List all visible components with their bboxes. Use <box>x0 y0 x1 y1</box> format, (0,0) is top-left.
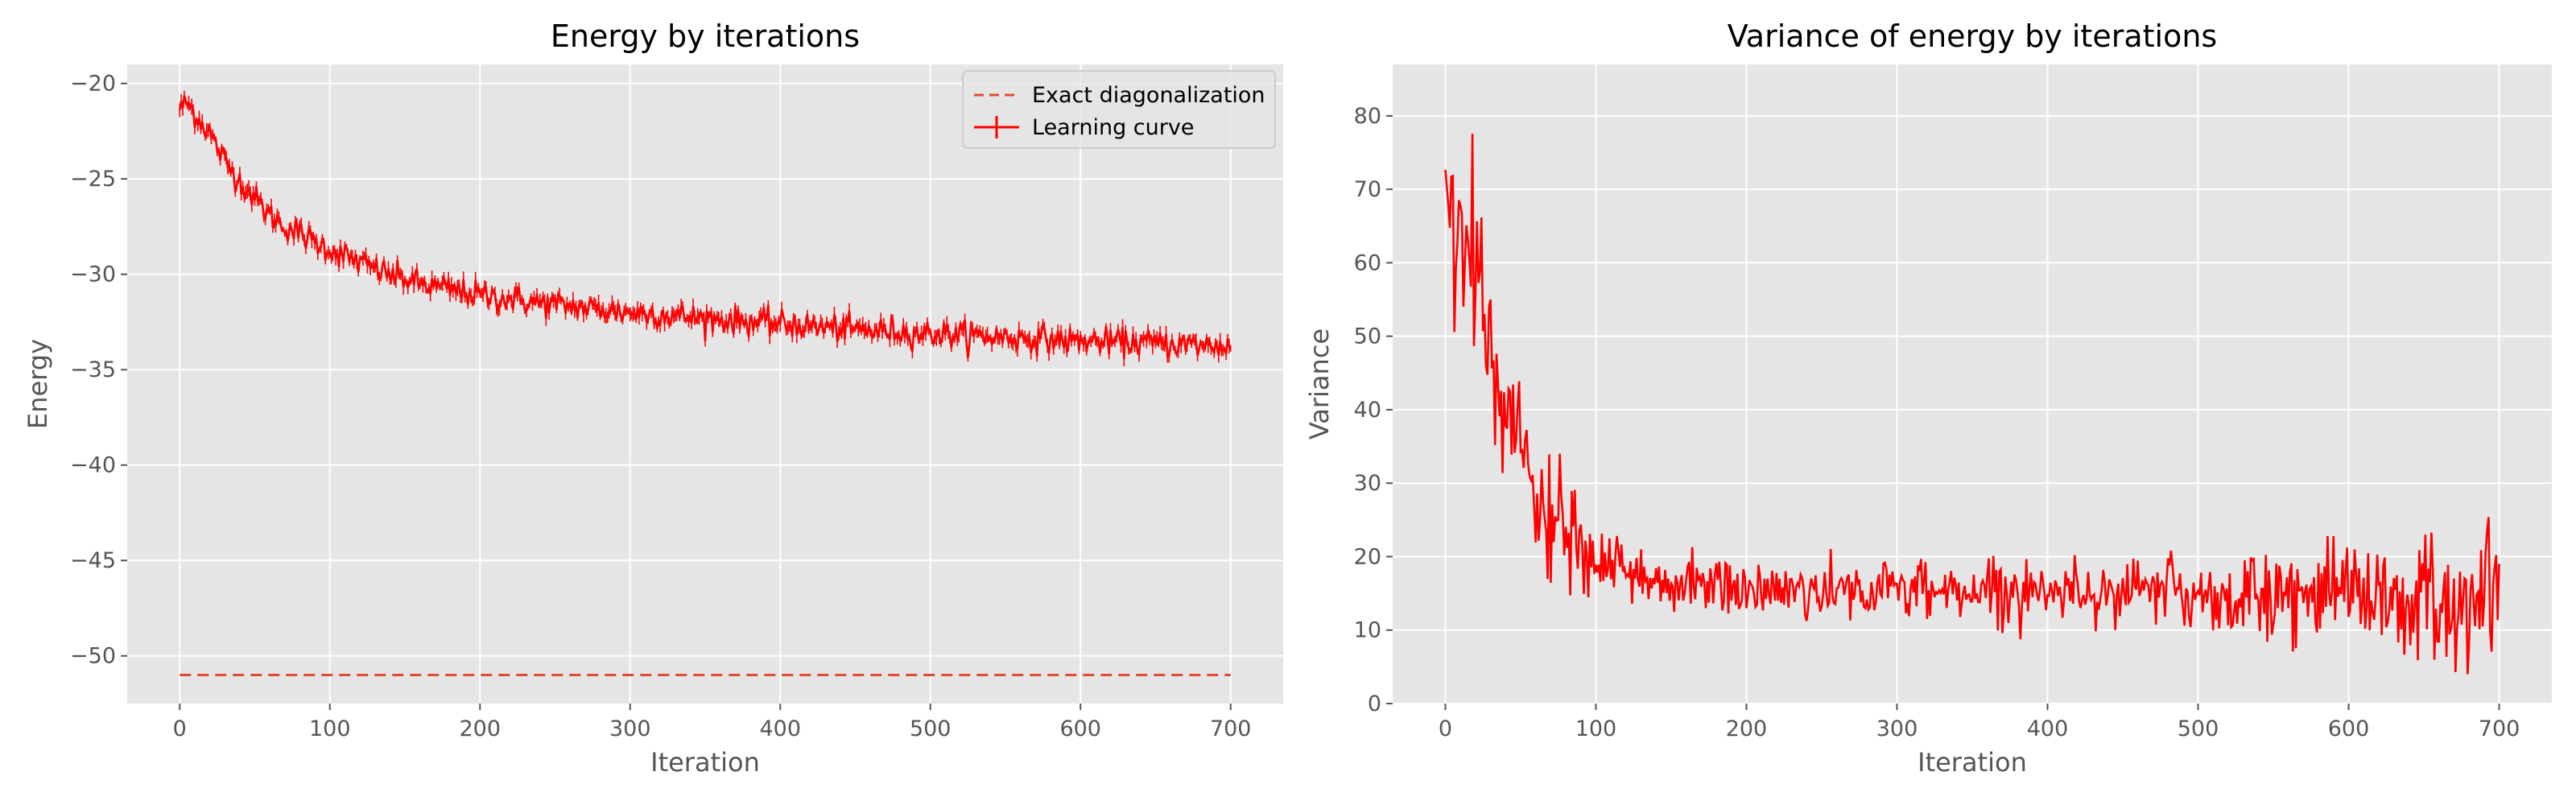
y-tick-label: 0 <box>1368 691 1381 716</box>
x-tick-label: 400 <box>759 716 801 741</box>
variance-plot-area <box>1393 64 2552 704</box>
x-tick-label: 600 <box>1059 716 1101 741</box>
energy-y-axis-label: Energy <box>23 339 53 429</box>
variance-y-axis-label: Variance <box>1304 328 1335 440</box>
y-tick-label: 40 <box>1354 398 1381 423</box>
y-tick-label: 60 <box>1354 250 1381 275</box>
x-tick-label: 0 <box>173 716 187 741</box>
legend-exact-label: Exact diagonalization <box>1032 83 1265 108</box>
x-tick-label: 100 <box>309 716 351 741</box>
y-tick-label: 70 <box>1354 177 1381 202</box>
variance-ticks: 0 100 200 300 400 500 600 700 0 10 20 30 40 50 60 70 80 <box>1354 104 2520 741</box>
x-tick-label: 600 <box>2328 716 2370 741</box>
y-tick-label: −25 <box>70 167 116 192</box>
x-tick-label: 100 <box>1575 716 1617 741</box>
variance-x-axis-label: Iteration <box>1918 747 2027 778</box>
y-tick-label: 30 <box>1354 471 1381 496</box>
y-tick-label: 20 <box>1354 544 1381 569</box>
y-tick-label: −45 <box>70 548 116 573</box>
y-tick-label: 50 <box>1354 324 1381 349</box>
x-tick-label: 200 <box>459 716 501 741</box>
energy-grid <box>127 64 1283 704</box>
y-tick-label: −20 <box>70 72 116 97</box>
variance-chart-title: Variance of energy by iterations <box>1728 19 2217 54</box>
variance-line <box>1444 134 2500 675</box>
x-tick-label: 300 <box>1876 716 1918 741</box>
y-tick-label: −50 <box>70 644 116 669</box>
x-tick-label: 700 <box>1210 716 1252 741</box>
y-tick-label: 10 <box>1354 618 1381 643</box>
y-tick-label: −30 <box>70 262 116 287</box>
variance-series <box>1444 134 2500 675</box>
x-tick-label: 0 <box>1439 716 1452 741</box>
energy-series <box>179 90 1232 676</box>
energy-ticks: 0 100 200 300 400 500 600 700 −50 −45 −40 −35 −30 −25… <box>70 72 1251 741</box>
learning-curve-errorbars <box>179 90 1232 367</box>
y-tick-label: −35 <box>70 357 116 382</box>
energy-chart-title: Energy by iterations <box>551 19 860 54</box>
x-tick-label: 300 <box>609 716 651 741</box>
y-tick-label: −40 <box>70 453 116 478</box>
x-tick-label: 500 <box>910 716 952 741</box>
legend-learning-label: Learning curve <box>1032 115 1194 140</box>
legend-box <box>962 70 1276 149</box>
x-tick-label: 400 <box>2027 716 2069 741</box>
energy-plot-area <box>127 64 1283 704</box>
energy-panel: 0 100 200 300 400 500 600 700 −50 −45 −40 −35 −30 −25… <box>23 19 1283 778</box>
energy-x-axis-label: Iteration <box>650 747 760 778</box>
x-tick-label: 500 <box>2178 716 2219 741</box>
variance-panel: 0 100 200 300 400 500 600 70001020304050607080 … <box>1304 19 2552 778</box>
x-tick-label: 700 <box>2479 716 2520 741</box>
x-tick-label: 200 <box>1726 716 1768 741</box>
energy-legend: Exact diagonalization Learning curve <box>962 70 1276 149</box>
y-tick-label: 80 <box>1354 104 1381 129</box>
